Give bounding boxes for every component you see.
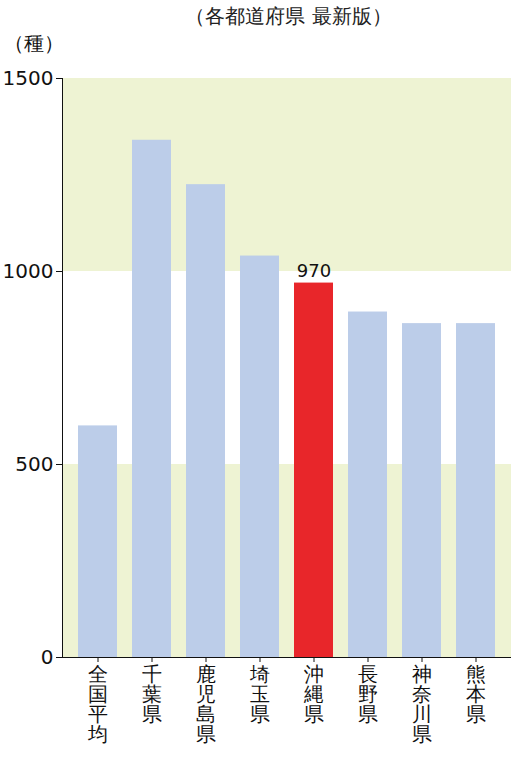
svg-text:970: 970 (297, 260, 331, 281)
svg-text:熊本県: 熊本県 (466, 662, 486, 726)
svg-text:（種）: （種） (4, 32, 64, 55)
svg-text:0: 0 (41, 645, 54, 669)
html-text:（各都道府県 最新版）: （各都道府県 最新版） (185, 4, 392, 28)
svg-text:鹿児島県: 鹿児島県 (196, 662, 216, 746)
svg-text:全国平均: 全国平均 (87, 662, 108, 746)
svg-text:500: 500 (15, 452, 53, 476)
svg-text:1000: 1000 (3, 259, 54, 283)
svg-text:千葉県: 千葉県 (142, 662, 162, 726)
svg-text:沖縄県: 沖縄県 (303, 662, 324, 726)
svg-text:長野県: 長野県 (358, 662, 378, 726)
svg-text:埼玉県: 埼玉県 (249, 662, 270, 726)
svg-text:神奈川県: 神奈川県 (412, 662, 432, 746)
svg-text:1500: 1500 (3, 66, 54, 90)
